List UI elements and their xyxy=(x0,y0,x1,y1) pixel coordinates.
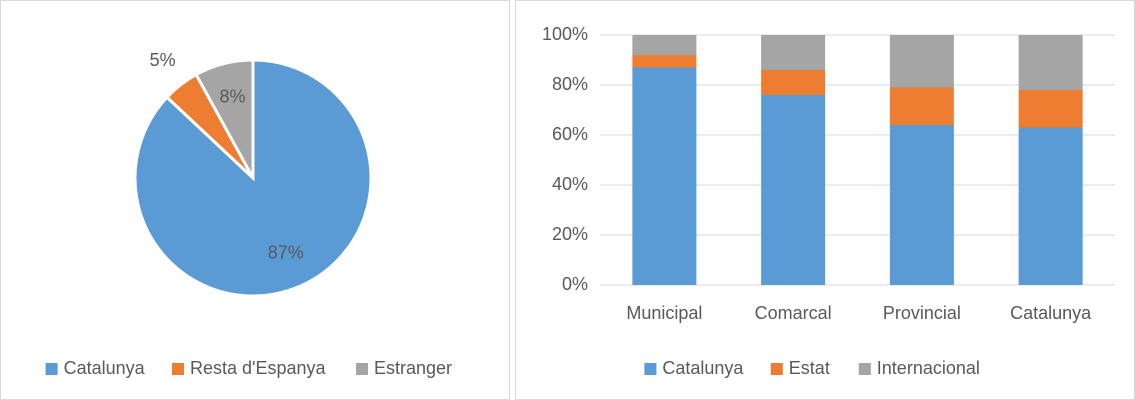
y-tick-label: 60% xyxy=(552,124,588,144)
bar-segment xyxy=(761,95,826,285)
data-label: 87% xyxy=(268,243,304,263)
legend-label: Catalunya xyxy=(64,358,146,378)
y-tick-label: 80% xyxy=(552,74,588,94)
bar-segment xyxy=(632,55,697,68)
y-tick-label: 40% xyxy=(552,174,588,194)
x-tick-label: Provincial xyxy=(883,303,961,323)
legend-swatch xyxy=(858,363,871,375)
x-tick-label: Comarcal xyxy=(755,303,832,323)
data-label: 5% xyxy=(150,50,176,70)
legend-swatch xyxy=(770,363,783,375)
bar-segment xyxy=(889,125,954,285)
x-tick-label: Municipal xyxy=(626,303,702,323)
legend-swatch xyxy=(172,363,184,375)
legend-label: Catalunya xyxy=(662,358,744,378)
bar-segment xyxy=(1018,90,1083,128)
bar-segment xyxy=(889,87,954,125)
legend-label: Estat xyxy=(789,358,830,378)
x-tick-label: Catalunya xyxy=(1010,303,1092,323)
legend-swatch xyxy=(45,363,58,375)
legend-swatch xyxy=(356,363,368,375)
legend-label: Resta d'Espanya xyxy=(190,358,327,378)
data-label: 8% xyxy=(219,87,245,107)
bar-segment xyxy=(1018,35,1083,90)
bar-segment xyxy=(1018,127,1083,285)
legend-label: Internacional xyxy=(877,358,980,378)
bar-segment xyxy=(761,70,826,95)
bar-segment xyxy=(632,35,697,55)
y-tick-label: 20% xyxy=(552,224,588,244)
legend-swatch xyxy=(644,363,657,375)
bar-segment xyxy=(761,35,826,70)
pie-slice xyxy=(194,58,255,179)
pie-slice xyxy=(133,58,373,298)
bar-segment xyxy=(889,35,954,88)
y-tick-label: 0% xyxy=(562,274,588,294)
legend-label: Estranger xyxy=(374,358,452,378)
y-tick-label: 100% xyxy=(542,24,588,44)
bar-segment xyxy=(632,67,697,285)
